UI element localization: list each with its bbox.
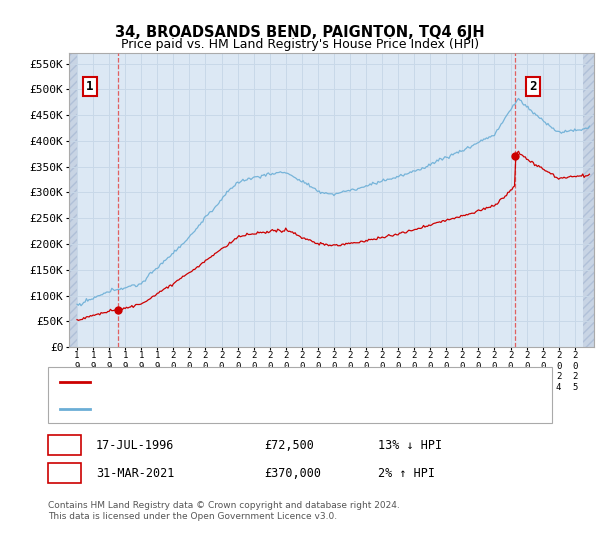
- Text: 2% ↑ HPI: 2% ↑ HPI: [378, 466, 435, 480]
- Text: £370,000: £370,000: [264, 466, 321, 480]
- Text: 17-JUL-1996: 17-JUL-1996: [96, 438, 175, 452]
- Text: 31-MAR-2021: 31-MAR-2021: [96, 466, 175, 480]
- Text: HPI: Average price, detached house, Torbay: HPI: Average price, detached house, Torb…: [96, 404, 339, 414]
- Bar: [69, 53, 77, 347]
- Text: 34, BROADSANDS BEND, PAIGNTON, TQ4 6JH: 34, BROADSANDS BEND, PAIGNTON, TQ4 6JH: [115, 25, 485, 40]
- Text: 34, BROADSANDS BEND, PAIGNTON, TQ4 6JH (detached house): 34, BROADSANDS BEND, PAIGNTON, TQ4 6JH (…: [96, 377, 449, 388]
- Text: Contains HM Land Registry data © Crown copyright and database right 2024.
This d: Contains HM Land Registry data © Crown c…: [48, 501, 400, 521]
- Text: 1: 1: [86, 80, 94, 93]
- Text: 13% ↓ HPI: 13% ↓ HPI: [378, 438, 442, 452]
- Bar: [583, 53, 594, 347]
- Text: 2: 2: [61, 466, 68, 480]
- Text: Price paid vs. HM Land Registry's House Price Index (HPI): Price paid vs. HM Land Registry's House …: [121, 38, 479, 51]
- Text: 2: 2: [529, 80, 537, 93]
- Text: 1: 1: [61, 438, 68, 452]
- Text: £72,500: £72,500: [264, 438, 314, 452]
